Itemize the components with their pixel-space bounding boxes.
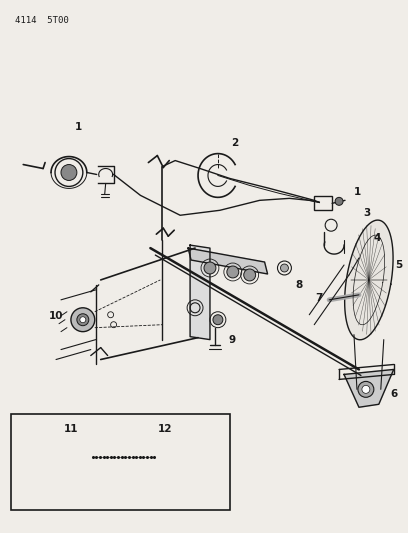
Circle shape xyxy=(195,452,205,462)
Text: 8: 8 xyxy=(296,280,303,290)
Text: 12: 12 xyxy=(158,424,173,434)
Polygon shape xyxy=(190,245,210,340)
Circle shape xyxy=(204,262,216,274)
Text: 1: 1 xyxy=(353,188,361,197)
Text: 9: 9 xyxy=(228,335,235,345)
Circle shape xyxy=(80,317,86,322)
Circle shape xyxy=(71,449,87,465)
Polygon shape xyxy=(344,369,394,407)
Polygon shape xyxy=(188,248,268,274)
Circle shape xyxy=(280,264,288,272)
Text: 5: 5 xyxy=(395,260,402,270)
Text: 11: 11 xyxy=(64,424,78,434)
Polygon shape xyxy=(345,220,393,340)
Circle shape xyxy=(213,315,223,325)
Text: 6: 6 xyxy=(390,389,397,399)
Circle shape xyxy=(65,443,93,471)
Text: 3: 3 xyxy=(363,208,370,219)
Circle shape xyxy=(244,269,256,281)
Text: 1: 1 xyxy=(75,122,82,132)
Circle shape xyxy=(362,385,370,393)
Text: 4: 4 xyxy=(373,233,381,243)
Circle shape xyxy=(75,453,83,461)
Text: 10: 10 xyxy=(49,311,63,321)
Circle shape xyxy=(71,308,95,332)
Circle shape xyxy=(165,452,175,462)
Text: 2: 2 xyxy=(231,138,238,148)
Circle shape xyxy=(61,165,77,181)
Circle shape xyxy=(227,266,239,278)
Circle shape xyxy=(335,197,343,205)
Circle shape xyxy=(161,448,179,466)
Circle shape xyxy=(77,314,89,326)
Text: 4114  5T00: 4114 5T00 xyxy=(15,17,69,25)
Text: W/ISOLATOR: W/ISOLATOR xyxy=(97,498,144,507)
Text: 7: 7 xyxy=(315,293,323,303)
FancyBboxPatch shape xyxy=(11,414,230,510)
Circle shape xyxy=(358,382,374,397)
